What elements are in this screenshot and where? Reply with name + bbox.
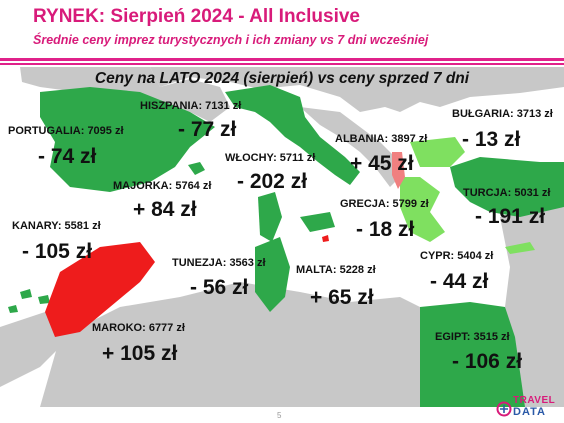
header: RYNEK: Sierpień 2024 - All Inclusive Śre… bbox=[0, 0, 564, 60]
label-greece: GRECJA: 5799 zł bbox=[340, 198, 429, 210]
change-italy: - 202 zł bbox=[237, 170, 308, 193]
travel-data-logo: TRAVEL DATA bbox=[496, 395, 562, 421]
page-number: 5 bbox=[277, 411, 282, 420]
header-stripe-top bbox=[0, 58, 564, 61]
region-cyprus bbox=[505, 242, 535, 254]
label-italy: WŁOCHY: 5711 zł bbox=[225, 152, 316, 164]
label-canaries: KANARY: 5581 zł bbox=[12, 220, 101, 232]
region-malta bbox=[322, 235, 329, 242]
change-canaries: - 105 zł bbox=[22, 240, 93, 263]
region-canaries bbox=[8, 289, 50, 313]
change-greece: - 18 zł bbox=[356, 218, 415, 241]
label-tunisia: TUNEZJA: 3563 zł bbox=[172, 257, 266, 269]
region-majorca bbox=[188, 162, 205, 175]
change-spain: - 77 zł bbox=[178, 118, 237, 141]
region-sicily bbox=[300, 212, 335, 232]
page-subtitle: Średnie ceny imprez turystycznych i ich … bbox=[33, 33, 429, 47]
logo-text-bottom: DATA bbox=[513, 406, 546, 418]
logo-text-top: TRAVEL bbox=[513, 395, 556, 406]
region-greece bbox=[400, 177, 445, 242]
label-turkey: TURCJA: 5031 zł bbox=[463, 187, 551, 199]
region-albania bbox=[392, 152, 405, 189]
change-bulgaria: - 13 zł bbox=[462, 128, 521, 151]
region-italy bbox=[225, 85, 360, 185]
label-portugal: PORTUGALIA: 7095 zł bbox=[8, 125, 124, 137]
region-portugal-spain bbox=[40, 87, 215, 192]
change-majorca: + 84 zł bbox=[133, 198, 197, 221]
region-egypt bbox=[420, 302, 525, 407]
region-tunisia bbox=[255, 237, 290, 312]
land-europe-north bbox=[150, 67, 564, 112]
land-balkans bbox=[300, 107, 400, 187]
change-egypt: - 106 zł bbox=[452, 350, 523, 373]
label-albania: ALBANIA: 3897 zł bbox=[335, 133, 428, 145]
label-cyprus: CYPR: 5404 zł bbox=[420, 250, 494, 262]
label-malta: MALTA: 5228 zł bbox=[296, 264, 376, 276]
region-turkey bbox=[450, 157, 564, 217]
label-majorca: MAJORKA: 5764 zł bbox=[113, 180, 212, 192]
logo-icon bbox=[496, 401, 512, 417]
page-title: RYNEK: Sierpień 2024 - All Inclusive bbox=[33, 6, 360, 27]
region-morocco bbox=[45, 242, 155, 337]
region-bulgaria bbox=[410, 137, 465, 167]
map-heading: Ceny na LATO 2024 (sierpień) vs ceny spr… bbox=[94, 70, 470, 87]
change-turkey: - 191 zł bbox=[475, 205, 546, 228]
change-portugal: - 74 zł bbox=[38, 145, 97, 168]
label-bulgaria: BUŁGARIA: 3713 zł bbox=[452, 108, 553, 120]
change-tunisia: - 56 zł bbox=[190, 276, 249, 299]
header-stripe-bottom bbox=[0, 63, 564, 65]
region-sardinia bbox=[258, 192, 282, 242]
label-morocco: MAROKO: 6777 zł bbox=[92, 322, 185, 334]
footer bbox=[0, 407, 564, 423]
change-cyprus: - 44 zł bbox=[430, 270, 489, 293]
label-spain: HISZPANIA: 7131 zł bbox=[140, 100, 242, 112]
map bbox=[0, 67, 564, 407]
land-africa-north bbox=[40, 282, 420, 407]
map-canvas bbox=[0, 67, 564, 407]
change-malta: + 65 zł bbox=[310, 286, 374, 309]
change-morocco: + 105 zł bbox=[102, 342, 178, 365]
label-egypt: EGIPT: 3515 zł bbox=[435, 331, 510, 343]
change-albania: + 45 zł bbox=[350, 152, 414, 175]
